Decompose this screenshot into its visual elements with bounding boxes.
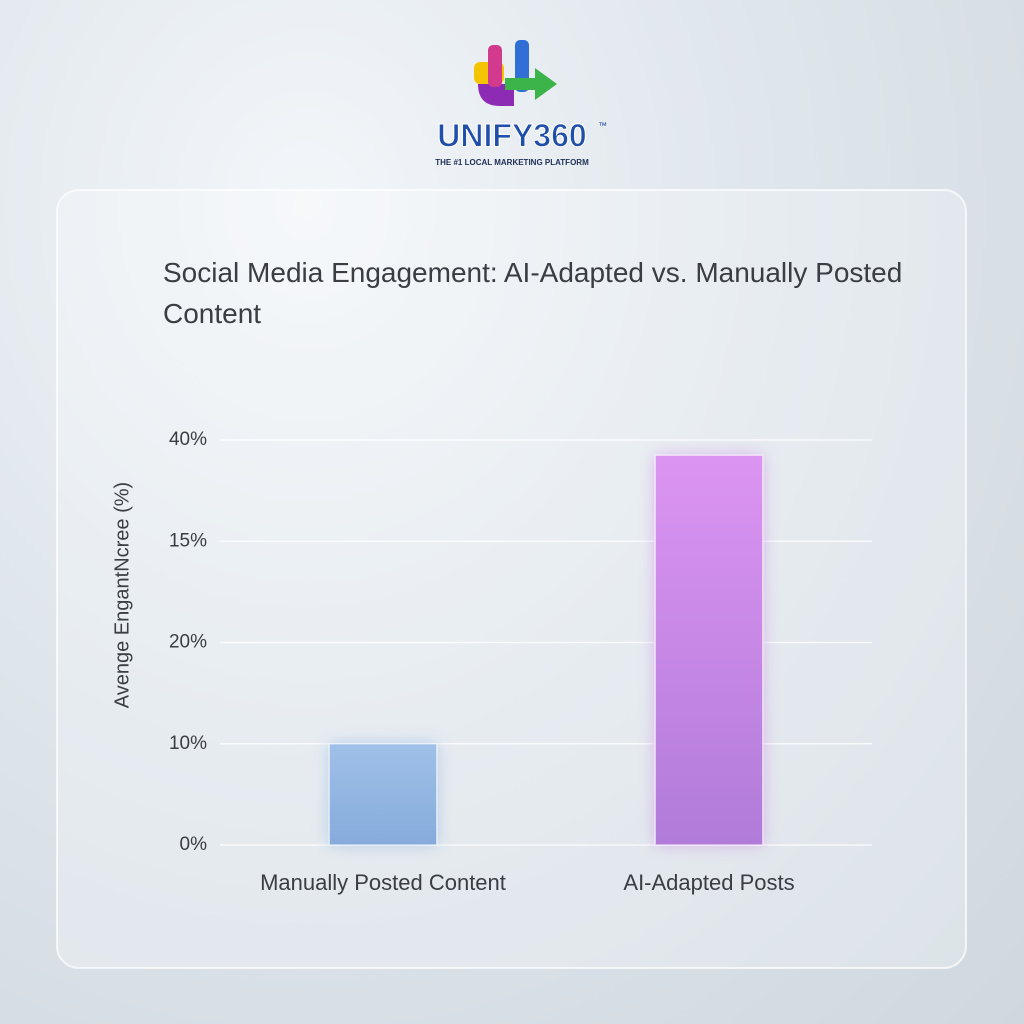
logo-name: UNIFY360 (437, 117, 586, 153)
x-tick-label: Manually Posted Content (260, 870, 506, 895)
logo-icon (474, 40, 557, 106)
logo-trademark: ™ (598, 120, 607, 130)
y-axis-label: Avenge EngantNcree (%) (111, 482, 133, 708)
y-tick-label: 40% (169, 429, 207, 450)
y-tick-label: 20% (169, 632, 207, 653)
x-tick-label: AI-Adapted Posts (623, 870, 794, 895)
y-tick-label: 15% (169, 530, 207, 551)
chart-title: Social Media Engagement: AI-Adapted vs. … (163, 257, 903, 329)
y-tick-label: 0% (180, 834, 208, 855)
logo-tagline: THE #1 LOCAL MARKETING PLATFORM (435, 158, 589, 167)
bar (328, 743, 438, 846)
bar (654, 454, 764, 846)
y-tick-label: 10% (169, 733, 207, 754)
